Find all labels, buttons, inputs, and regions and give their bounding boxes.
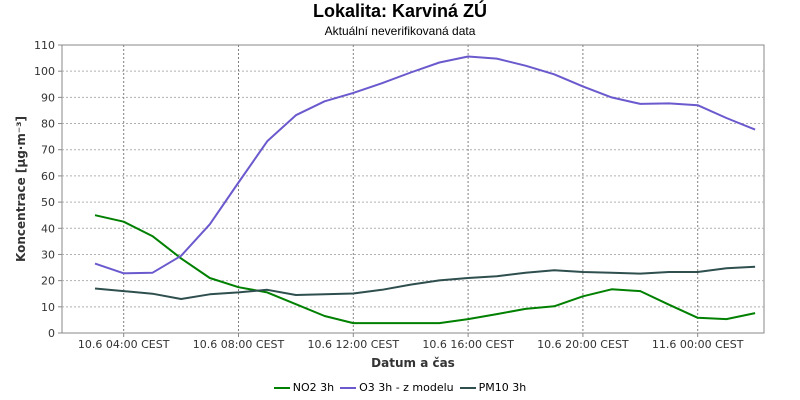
legend-item-2: O3 3h - z modelu	[340, 381, 454, 394]
y-tick-label: 110	[34, 39, 55, 52]
series-line-2	[94, 55, 756, 275]
y-tick-label: 80	[41, 118, 55, 131]
x-tick-label: 10.6 12:00 CEST	[308, 338, 400, 351]
y-tick-label: 20	[41, 275, 55, 288]
y-tick-label: 100	[34, 65, 55, 78]
ticks: 0 10 20 30 40 50 60 70 80 90 100 110 10.6 04:00 CEST…	[34, 39, 744, 351]
y-tick-label: 60	[41, 170, 55, 183]
chart-title: Lokalita: Karviná ZÚ	[312, 1, 488, 21]
grid	[62, 45, 764, 333]
x-axis-label: Datum a čas	[371, 356, 455, 370]
legend-item-3: PM10 3h	[459, 381, 527, 394]
y-tick-label: 0	[48, 327, 55, 340]
legend-swatch	[340, 387, 357, 389]
x-tick-label: 10.6 04:00 CEST	[78, 338, 170, 351]
series-line-3	[94, 265, 756, 300]
series-line-1	[94, 214, 756, 325]
y-tick-label: 90	[41, 91, 55, 104]
y-tick-label: 50	[41, 196, 55, 209]
legend-swatch	[273, 387, 290, 389]
series-layer	[94, 55, 756, 325]
plot-area	[61, 44, 765, 334]
legend-item-1: NO2 3h	[273, 381, 335, 394]
x-tick-label: 11.6 00:00 CEST	[652, 338, 744, 351]
legend-label: NO2 3h	[292, 381, 335, 394]
y-tick-label: 40	[41, 222, 55, 235]
y-tick-label: 10	[41, 301, 55, 314]
y-tick-label: 70	[41, 144, 55, 157]
legend-swatch	[459, 387, 476, 389]
legend-label: PM10 3h	[478, 381, 527, 394]
x-tick-label: 10.6 08:00 CEST	[193, 338, 285, 351]
chart-subtitle: Aktuální neverifikovaná data	[324, 24, 476, 38]
y-axis-label: Koncentrace [µg·m⁻³]	[14, 116, 28, 262]
x-tick-label: 10.6 16:00 CEST	[422, 338, 514, 351]
y-tick-label: 30	[41, 248, 55, 261]
legend: NO2 3h O3 3h - z modelu PM10 3h	[0, 381, 800, 394]
x-tick-label: 10.6 20:00 CEST	[537, 338, 629, 351]
legend-label: O3 3h - z modelu	[359, 381, 454, 394]
